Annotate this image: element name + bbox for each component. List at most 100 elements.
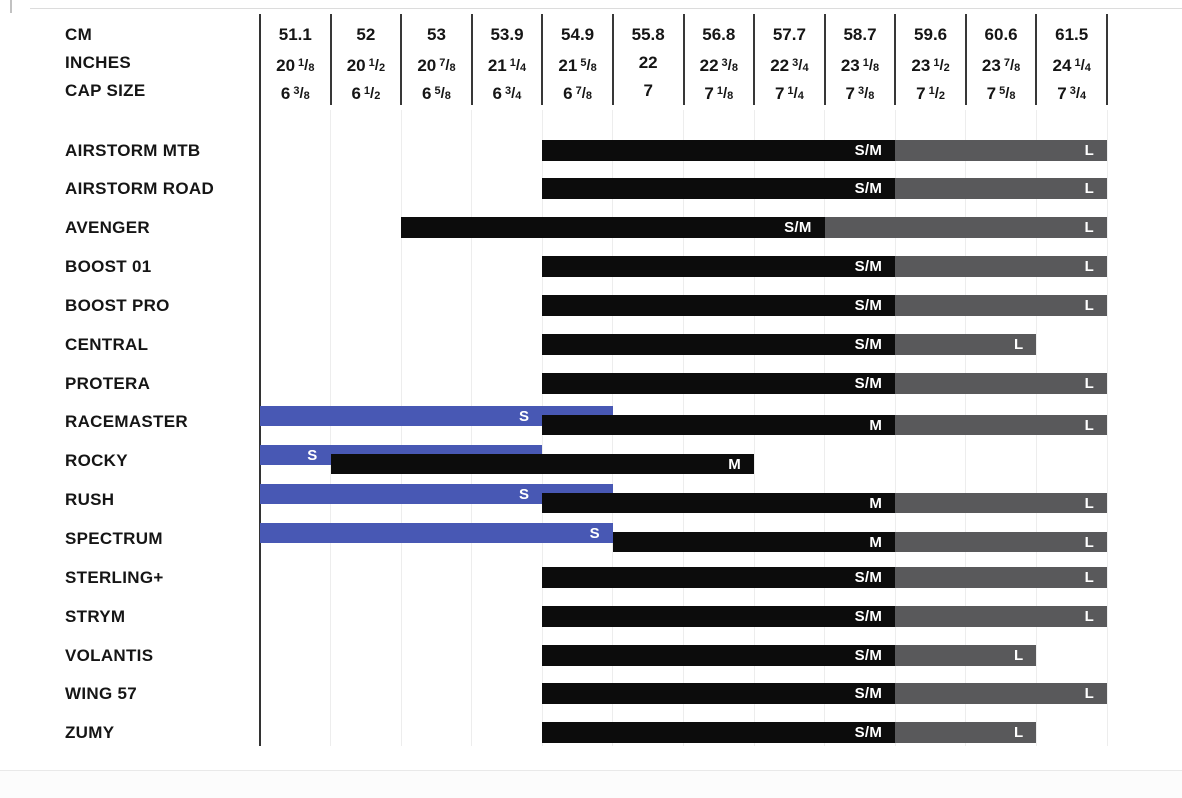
size-bar-label: L bbox=[1084, 219, 1094, 237]
model-label: RACEMASTER bbox=[65, 412, 188, 432]
size-bar-l: L bbox=[895, 722, 1037, 744]
size-bar-l: L bbox=[895, 683, 1108, 705]
size-bar-label: S bbox=[589, 524, 600, 542]
grid-line-header bbox=[682, 14, 685, 105]
size-bar-label: L bbox=[1084, 494, 1095, 512]
size-bar-s: S bbox=[260, 406, 613, 427]
model-row: RUSH S M L bbox=[0, 480, 1182, 519]
size-bar-label: S bbox=[307, 446, 318, 464]
size-bar-label: L bbox=[1084, 374, 1095, 392]
cm-value: 60.6 bbox=[984, 25, 1018, 44]
inches-value: 22 3/4 bbox=[770, 56, 809, 75]
cm-value: 54.9 bbox=[561, 25, 595, 44]
size-bar-sm: S/M bbox=[542, 605, 896, 627]
cm-value: 53.9 bbox=[490, 25, 524, 44]
size-bar-sm: S/M bbox=[542, 644, 896, 666]
size-bar-l: L bbox=[895, 644, 1037, 666]
model-label: RUSH bbox=[65, 490, 115, 510]
model-row: AIRSTORM MTB S/M L bbox=[0, 131, 1182, 170]
cm-value: 52 bbox=[356, 25, 376, 44]
cap-size-value: 7 1/8 bbox=[704, 84, 734, 103]
size-bar-l: L bbox=[895, 605, 1108, 627]
model-row: STRYM S/M L bbox=[0, 597, 1182, 636]
cap-size-value: 6 3/8 bbox=[280, 84, 310, 103]
size-bar-label: S/M bbox=[854, 685, 883, 703]
model-label: VOLANTIS bbox=[65, 645, 154, 665]
size-bar-label: L bbox=[1014, 724, 1024, 742]
grid-line-header bbox=[823, 14, 826, 105]
size-bar-m: M bbox=[330, 454, 755, 475]
cap-size-value: 7 1/2 bbox=[916, 84, 946, 103]
size-bar-sm: S/M bbox=[542, 256, 896, 278]
size-bar-label: S/M bbox=[854, 724, 883, 742]
size-bar-sm: S/M bbox=[542, 139, 896, 161]
size-bar-label: M bbox=[869, 533, 883, 551]
model-row: SPECTRUM S M L bbox=[0, 519, 1182, 558]
cm-value: 58.7 bbox=[843, 25, 877, 44]
size-bar-s: S bbox=[260, 484, 613, 505]
size-bar-label: L bbox=[1014, 335, 1024, 353]
inches-value: 23 7/8 bbox=[981, 56, 1021, 75]
model-row: PROTERA S/M L bbox=[0, 364, 1182, 403]
model-label: AVENGER bbox=[65, 218, 150, 238]
inches-value: 21 5/8 bbox=[558, 56, 597, 75]
size-bar-label: L bbox=[1084, 258, 1095, 276]
model-row: WING 57 S/M L bbox=[0, 674, 1182, 713]
size-bar-l: L bbox=[824, 217, 1107, 239]
model-label: BOOST PRO bbox=[65, 295, 170, 315]
size-bar-label: S/M bbox=[854, 180, 883, 198]
grid-line-body bbox=[330, 110, 332, 746]
size-bar-label: S/M bbox=[784, 219, 812, 237]
grid-line-header bbox=[400, 14, 403, 105]
size-bar-m: M bbox=[542, 415, 896, 436]
size-bar-sm: S/M bbox=[542, 566, 896, 588]
size-bar-l: L bbox=[895, 493, 1108, 514]
model-row: ROCKY S M bbox=[0, 441, 1182, 480]
size-bar-label: S/M bbox=[854, 258, 883, 276]
cm-value: 51.1 bbox=[278, 25, 312, 44]
size-bar-m: M bbox=[542, 493, 896, 514]
model-row: CENTRAL S/M L bbox=[0, 325, 1182, 364]
size-bar-label: L bbox=[1084, 416, 1095, 434]
size-bar-l: L bbox=[895, 532, 1108, 552]
size-bar-l: L bbox=[895, 566, 1108, 588]
size-bar-label: L bbox=[1084, 568, 1095, 586]
grid-axis-line bbox=[259, 14, 261, 746]
inches-value: 20 1/8 bbox=[276, 56, 315, 75]
size-bar-label: L bbox=[1084, 533, 1095, 551]
model-row: AVENGER S/M L bbox=[0, 208, 1182, 247]
size-bar-label: S bbox=[518, 485, 530, 503]
cm-value: 55.8 bbox=[631, 25, 665, 44]
size-bar-label: L bbox=[1084, 607, 1095, 625]
cap-size-value: 7 1/4 bbox=[774, 84, 804, 103]
cap-size-value: 6 5/8 bbox=[422, 84, 451, 103]
size-bar-l: L bbox=[895, 178, 1108, 200]
cap-size-value: 7 5/8 bbox=[986, 84, 1016, 103]
cap-size-value: 7 3/8 bbox=[845, 84, 875, 103]
size-bar-label: L bbox=[1014, 646, 1024, 664]
model-row: ZUMY S/M L bbox=[0, 713, 1182, 752]
grid-line-body bbox=[400, 110, 402, 746]
grid-line-header bbox=[329, 14, 332, 105]
cm-value: 57.7 bbox=[772, 25, 806, 44]
inches-value: 24 1/4 bbox=[1052, 56, 1091, 75]
size-bar-sm: S/M bbox=[542, 294, 896, 316]
inches-value: 20 7/8 bbox=[417, 56, 456, 75]
cm-value: 53 bbox=[427, 25, 446, 44]
page-top-tick bbox=[10, 0, 12, 13]
page-bottom-area bbox=[0, 771, 1182, 798]
inches-value: 21 1/4 bbox=[487, 56, 527, 75]
model-row: RACEMASTER S M L bbox=[0, 402, 1182, 441]
model-label: AIRSTORM MTB bbox=[65, 140, 201, 160]
inches-value: 22 3/8 bbox=[699, 56, 738, 75]
inches-value: 22 bbox=[638, 53, 658, 72]
cap-size-value: 6 7/8 bbox=[563, 84, 593, 103]
size-bar-label: L bbox=[1084, 180, 1095, 198]
grid-line-header bbox=[611, 14, 614, 105]
size-bar-label: M bbox=[728, 455, 742, 473]
page-top-rule bbox=[30, 8, 1182, 9]
size-bar-label: L bbox=[1084, 685, 1095, 703]
size-bar-l: L bbox=[895, 415, 1108, 436]
model-label: ZUMY bbox=[65, 723, 115, 743]
